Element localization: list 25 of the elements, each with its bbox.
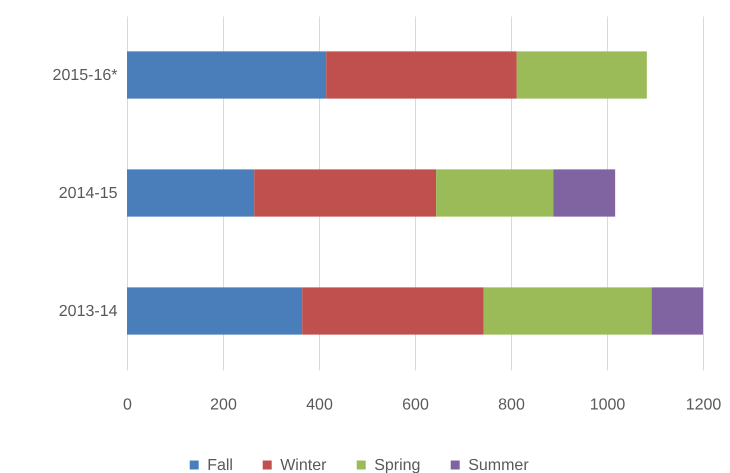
x-tick-label: 1200 xyxy=(686,396,722,414)
legend-label: Fall xyxy=(207,457,233,473)
x-tick-label: 1000 xyxy=(590,396,626,414)
bar xyxy=(127,51,326,99)
y-tick-label: 2013-14 xyxy=(58,303,118,320)
y-tick-label: 2014-15 xyxy=(58,185,118,202)
bar xyxy=(302,287,484,335)
bar xyxy=(127,169,254,217)
bar xyxy=(484,287,652,335)
legend-label: Spring xyxy=(374,457,420,473)
x-tick-label: 200 xyxy=(210,396,237,414)
legend-label: Summer xyxy=(468,457,530,473)
bar xyxy=(326,51,517,99)
x-tick-label: 800 xyxy=(498,396,525,414)
x-tick-label: 400 xyxy=(306,396,333,414)
legend-label: Winter xyxy=(280,457,328,473)
bar xyxy=(516,51,647,99)
bar xyxy=(436,169,554,217)
x-tick-label: 600 xyxy=(402,396,429,414)
y-tick-label: 2015-16* xyxy=(52,67,118,84)
bar xyxy=(652,287,703,335)
bar xyxy=(553,169,616,217)
bar xyxy=(254,169,436,217)
bar xyxy=(127,287,302,335)
x-tick-label: 0 xyxy=(123,396,132,414)
